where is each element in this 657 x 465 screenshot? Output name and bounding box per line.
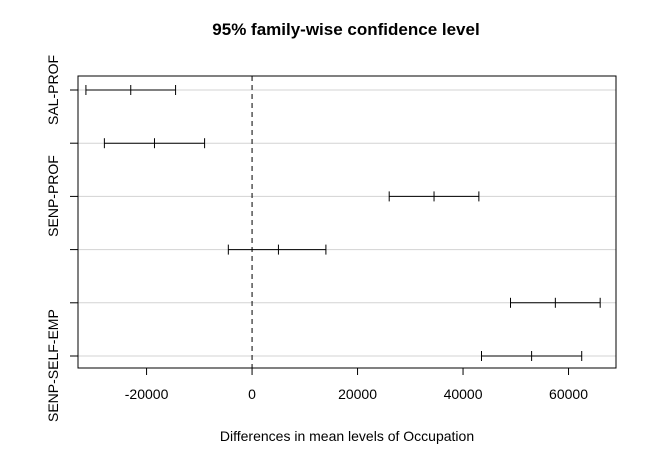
y-tick-label: SENP-SELF-EMP [45, 309, 61, 422]
y-tick-label: SAL-PROF [45, 55, 61, 125]
x-axis: -20000 0 20000 40000 60000 [125, 367, 588, 402]
confidence-intervals [85, 85, 601, 361]
x-tick-label: 40000 [444, 386, 483, 402]
y-axis: SAL-PROF SENP-PROF SENP-SELF-EMP [45, 55, 78, 422]
x-tick-label: 60000 [549, 386, 588, 402]
interval-1 [85, 85, 177, 95]
x-axis-label: Differences in mean levels of Occupation [220, 428, 474, 444]
grid-lines [78, 89, 616, 357]
interval-4 [227, 244, 327, 255]
interval-3 [388, 191, 480, 202]
y-tick-label: SENP-PROF [45, 155, 61, 237]
x-tick-label: 0 [248, 386, 256, 402]
x-tick-label: -20000 [125, 386, 169, 402]
chart-title: 95% family-wise confidence level [212, 20, 479, 39]
interval-5 [510, 297, 601, 308]
plot-frame [77, 75, 617, 369]
x-tick-label: 20000 [338, 386, 377, 402]
interval-2 [103, 138, 206, 149]
interval-6 [481, 351, 583, 361]
